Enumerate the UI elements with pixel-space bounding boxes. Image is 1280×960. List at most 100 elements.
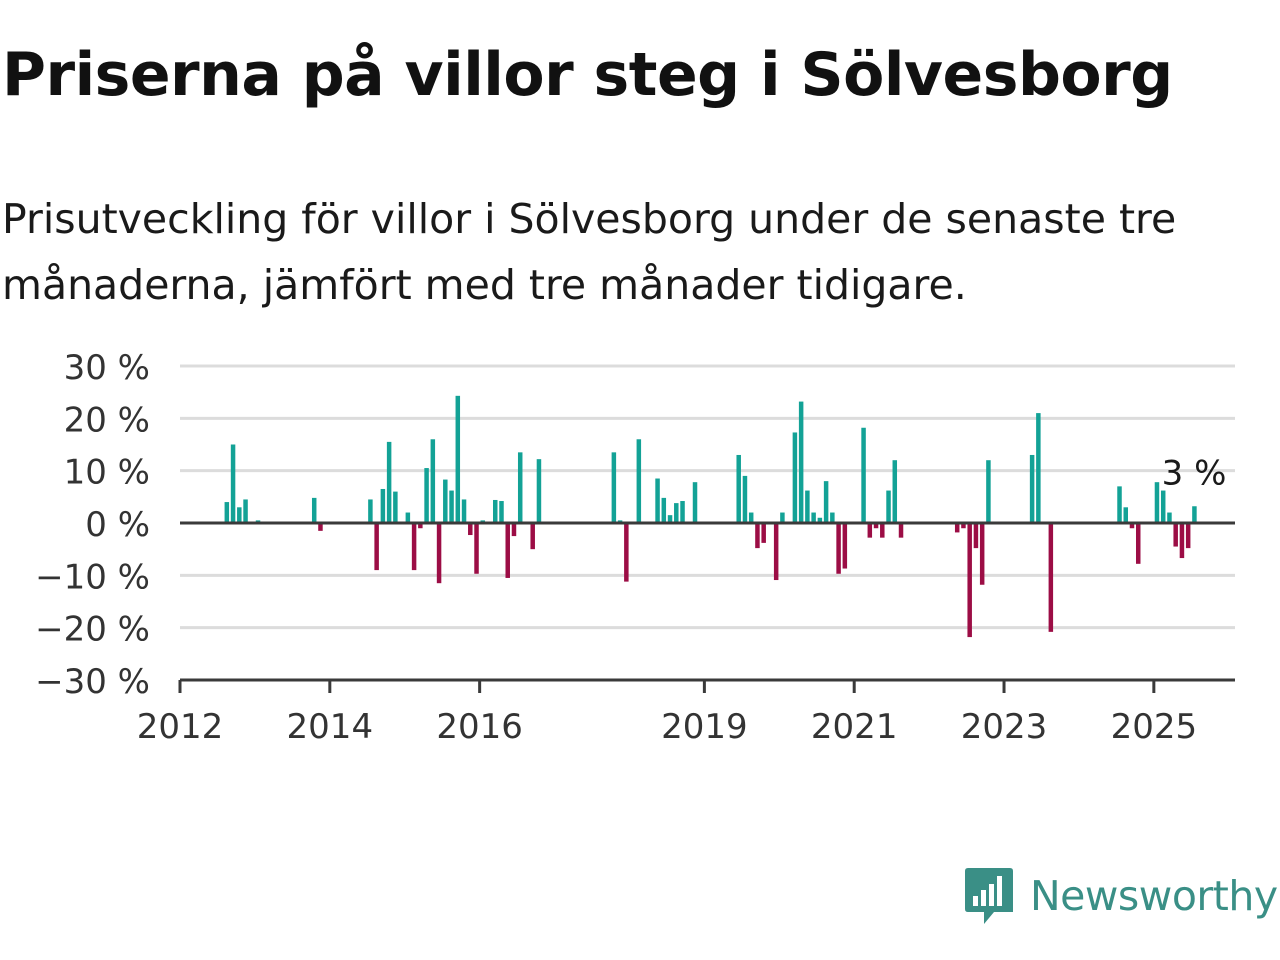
bar <box>811 512 816 523</box>
y-tick-label: 30 % <box>64 348 150 388</box>
bar <box>418 523 423 529</box>
bar <box>318 523 323 531</box>
bar <box>1029 454 1035 523</box>
bar <box>224 502 230 523</box>
chart-title: Priserna på villor steg i Sölvesborg <box>2 40 1173 110</box>
bar <box>624 523 629 582</box>
last-value-label: 3 % <box>1162 453 1227 493</box>
bar <box>692 482 698 523</box>
bar <box>805 490 810 523</box>
bar <box>780 512 785 523</box>
bar <box>1123 507 1129 523</box>
bar <box>436 523 442 584</box>
bar <box>374 523 379 571</box>
bar <box>961 523 966 529</box>
bar <box>986 460 991 523</box>
bar <box>886 490 891 523</box>
x-tick-label: 2019 <box>661 707 748 747</box>
tick-labels: 30 % 20 % 10 % 0 % −10 % −20 % −30 % 2012 2014 20… <box>35 348 1226 747</box>
bar <box>830 512 835 523</box>
bar <box>511 523 517 537</box>
y-tick-label: 10 % <box>64 453 150 493</box>
x-tick-label: 2014 <box>287 707 374 747</box>
bar <box>973 523 979 549</box>
bar <box>424 468 429 523</box>
bar <box>443 479 448 523</box>
bar <box>967 523 972 638</box>
bar <box>493 499 498 523</box>
bar <box>386 441 392 523</box>
x-tick-label: 2012 <box>137 707 224 747</box>
bar <box>880 523 885 538</box>
bar <box>1135 523 1141 564</box>
bar <box>873 523 879 529</box>
bar <box>405 512 411 523</box>
bar <box>817 517 823 523</box>
x-tick-label: 2025 <box>1111 707 1198 747</box>
x-tick-label: 2023 <box>961 707 1048 747</box>
bar <box>1167 512 1172 523</box>
x-tick-label: 2016 <box>436 707 523 747</box>
bar <box>393 491 398 523</box>
bar <box>755 523 760 549</box>
bar <box>979 523 985 585</box>
bar <box>867 523 873 538</box>
x-tick-label: 2021 <box>811 707 898 747</box>
bar <box>748 512 754 523</box>
bar <box>474 523 479 574</box>
bar <box>954 523 960 533</box>
bar <box>736 454 741 523</box>
bar <box>1036 413 1041 523</box>
bar <box>655 478 660 523</box>
bar <box>898 523 904 538</box>
bar <box>1160 490 1166 523</box>
bar <box>505 523 510 578</box>
bar <box>1192 506 1197 523</box>
bar-chart: 30 % 20 % 10 % 0 % −10 % −20 % −30 % 2012 2014 20… <box>35 348 1235 747</box>
bar <box>792 432 798 523</box>
bar <box>380 488 386 523</box>
bar <box>1117 486 1122 523</box>
bars <box>224 395 1197 638</box>
bar <box>892 460 898 523</box>
logo-text: Newsworthy <box>1030 872 1278 920</box>
bar <box>1179 523 1185 559</box>
bar <box>468 523 473 536</box>
bar <box>861 427 866 523</box>
bar <box>761 523 766 543</box>
bar <box>230 444 236 523</box>
newsworthy-logo: Newsworthy <box>964 866 1278 926</box>
bar <box>461 499 467 523</box>
bar <box>842 523 848 569</box>
bar <box>1185 523 1191 549</box>
bar <box>661 497 667 523</box>
bar <box>449 490 454 523</box>
bar <box>368 499 373 523</box>
bar <box>517 452 523 523</box>
y-tick-label: −10 % <box>35 557 150 597</box>
newsworthy-bar-chart-icon <box>965 868 1013 924</box>
bar <box>674 503 679 523</box>
y-tick-label: 0 % <box>85 505 150 545</box>
bar <box>1154 482 1160 523</box>
y-tick-label: −20 % <box>35 610 150 650</box>
y-tick-label: 20 % <box>64 400 150 440</box>
bar <box>636 439 642 523</box>
bar <box>773 523 779 581</box>
bar <box>742 475 748 523</box>
bar <box>311 497 317 523</box>
grid-lines <box>180 364 1235 630</box>
bar <box>798 401 804 523</box>
axes <box>178 521 1235 693</box>
bar <box>823 481 829 523</box>
bar <box>680 501 685 523</box>
bar <box>430 439 436 523</box>
bar <box>1048 523 1054 632</box>
bar <box>237 507 242 523</box>
bar <box>611 452 617 523</box>
bar <box>1129 523 1135 529</box>
bar <box>243 499 248 523</box>
bar <box>499 501 504 523</box>
bar <box>530 523 535 550</box>
bar <box>411 523 417 571</box>
